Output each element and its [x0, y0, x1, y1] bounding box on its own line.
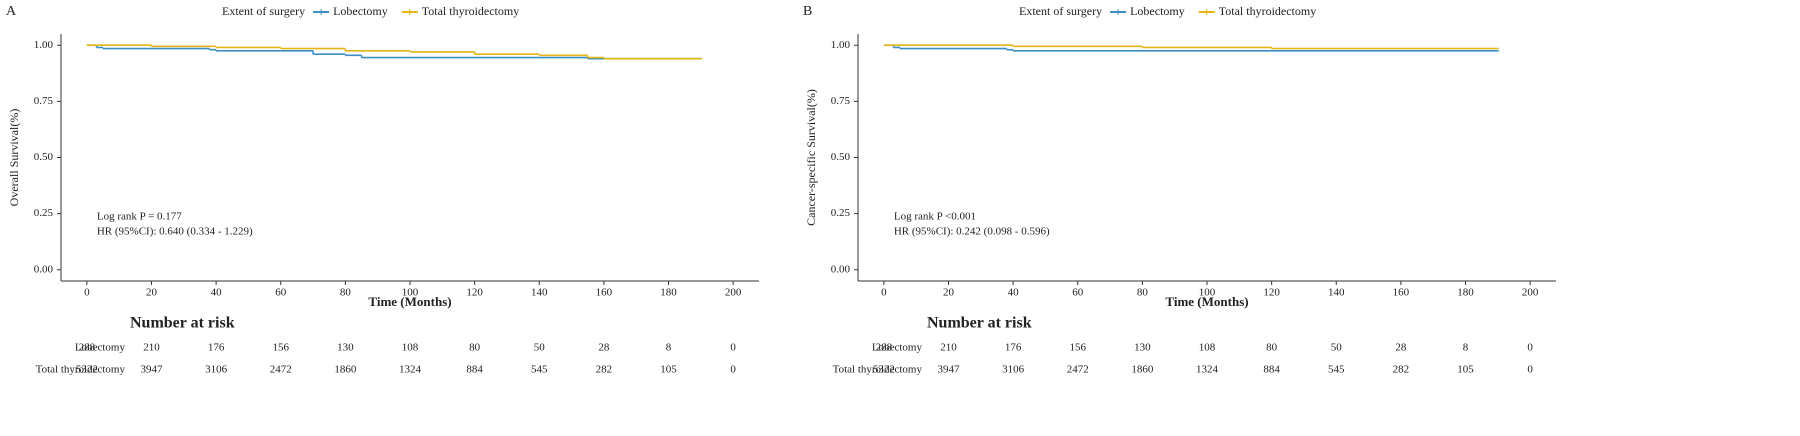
x-tick-label: 80 [1137, 287, 1149, 299]
risk-count: 545 [1328, 364, 1345, 376]
x-tick-label: 60 [1072, 287, 1084, 299]
x-tick-label: 60 [275, 287, 287, 299]
risk-count: 130 [1134, 342, 1151, 354]
panel-label: A [6, 4, 17, 19]
x-tick-label: 120 [1263, 287, 1280, 299]
risk-count: 130 [337, 342, 354, 354]
annotation: HR (95%CI): 0.242 (0.098 - 0.596) [894, 226, 1050, 238]
annotation: Log rank P = 0.177 [97, 211, 182, 223]
risk-count: 210 [143, 342, 160, 354]
risk-count: 5322 [873, 364, 895, 376]
risk-count: 176 [208, 342, 225, 354]
legend-title: Extent of surgery [1019, 4, 1102, 18]
risk-count: 8 [1463, 342, 1469, 354]
legend-label: Total thyroidectomy [1219, 4, 1316, 18]
legend-label: Lobectomy [1130, 4, 1185, 18]
risk-count: 3947 [937, 364, 960, 376]
risk-count: 108 [1199, 342, 1216, 354]
x-tick-label: 40 [1008, 287, 1020, 299]
y-tick-label: 1.00 [34, 39, 54, 51]
y-tick-label: 0.25 [34, 207, 54, 219]
x-tick-label: 40 [211, 287, 223, 299]
risk-count: 8 [666, 342, 672, 354]
x-tick-label: 100 [402, 287, 419, 299]
y-tick-label: 0.00 [34, 263, 54, 275]
legend-label: Lobectomy [333, 4, 388, 18]
risk-count: 288 [876, 342, 893, 354]
risk-count: 176 [1005, 342, 1022, 354]
legend-label: Total thyroidectomy [422, 4, 519, 18]
risk-count: 156 [272, 342, 289, 354]
risk-count: 50 [534, 342, 546, 354]
x-tick-label: 100 [1199, 287, 1216, 299]
risk-count: 3947 [140, 364, 163, 376]
y-tick-label: 0.25 [831, 207, 851, 219]
risk-count: 884 [1263, 364, 1280, 376]
x-tick-label: 160 [596, 287, 613, 299]
risk-count: 282 [1393, 364, 1410, 376]
risk-count: 1860 [334, 364, 357, 376]
x-tick-label: 80 [340, 287, 352, 299]
risk-count: 156 [1069, 342, 1086, 354]
risk-count: 545 [531, 364, 548, 376]
x-axis-label: Time (Months) [368, 294, 451, 309]
x-axis-label: Time (Months) [1165, 294, 1248, 309]
risk-count: 3106 [1002, 364, 1025, 376]
risk-count: 0 [1527, 364, 1533, 376]
x-tick-label: 0 [84, 287, 90, 299]
annotation: HR (95%CI): 0.640 (0.334 - 1.229) [97, 226, 253, 238]
x-tick-label: 140 [531, 287, 548, 299]
risk-count: 884 [466, 364, 483, 376]
risk-count: 0 [1527, 342, 1533, 354]
risk-table-title: Number at risk [130, 315, 235, 332]
risk-count: 28 [598, 342, 610, 354]
x-tick-label: 200 [1522, 287, 1539, 299]
y-tick-label: 0.50 [831, 151, 851, 163]
risk-count: 108 [402, 342, 419, 354]
risk-row-label: Total thyroidectomy [833, 364, 923, 376]
risk-count: 105 [1457, 364, 1474, 376]
risk-count: 105 [660, 364, 677, 376]
risk-count: 210 [940, 342, 957, 354]
risk-count: 1324 [1196, 364, 1219, 376]
risk-count: 3106 [205, 364, 228, 376]
risk-count: 1324 [399, 364, 422, 376]
risk-row-label: Lobectomy [872, 342, 923, 354]
risk-count: 282 [596, 364, 613, 376]
risk-table-title: Number at risk [927, 315, 1032, 332]
y-axis-label: Cancer-specific Survival(%) [804, 89, 818, 226]
risk-count: 80 [469, 342, 481, 354]
x-tick-label: 180 [1457, 287, 1474, 299]
y-axis-label: Overall Survival(%) [7, 109, 21, 207]
x-tick-label: 20 [943, 287, 955, 299]
risk-count: 288 [79, 342, 96, 354]
x-tick-label: 0 [881, 287, 887, 299]
risk-count: 0 [730, 342, 736, 354]
risk-row-label: Total thyroidectomy [36, 364, 126, 376]
panel-label: B [803, 4, 812, 19]
y-tick-label: 0.50 [34, 151, 54, 163]
y-tick-label: 0.75 [831, 95, 851, 107]
x-tick-label: 160 [1393, 287, 1410, 299]
risk-count: 80 [1266, 342, 1278, 354]
risk-count: 0 [730, 364, 736, 376]
x-tick-label: 20 [146, 287, 158, 299]
x-tick-label: 200 [725, 287, 742, 299]
x-tick-label: 180 [660, 287, 677, 299]
risk-count: 28 [1395, 342, 1407, 354]
annotation: Log rank P <0.001 [894, 211, 976, 223]
x-tick-label: 120 [466, 287, 483, 299]
legend-title: Extent of surgery [222, 4, 305, 18]
risk-row-label: Lobectomy [75, 342, 126, 354]
x-tick-label: 140 [1328, 287, 1345, 299]
risk-count: 1860 [1131, 364, 1154, 376]
y-tick-label: 0.00 [831, 263, 851, 275]
risk-count: 2472 [1067, 364, 1089, 376]
risk-count: 5322 [76, 364, 98, 376]
y-tick-label: 0.75 [34, 95, 54, 107]
risk-count: 2472 [270, 364, 292, 376]
y-tick-label: 1.00 [831, 39, 851, 51]
risk-count: 50 [1331, 342, 1343, 354]
